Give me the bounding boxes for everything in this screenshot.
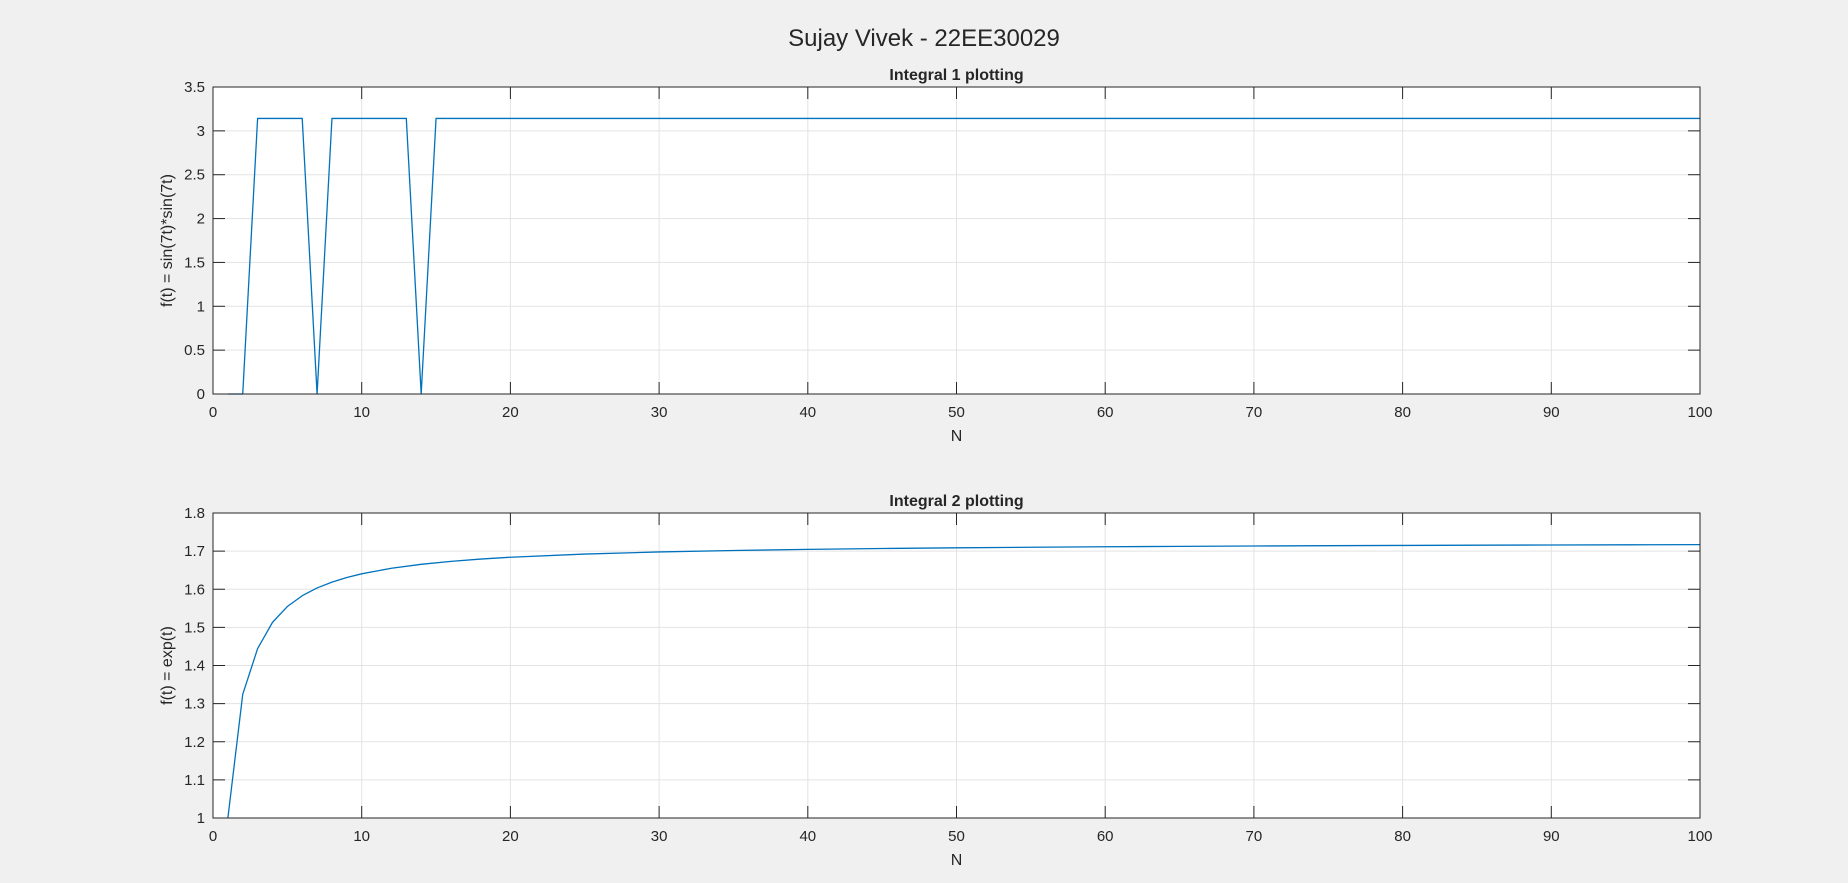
y-tick-label: 2 bbox=[197, 211, 205, 228]
chart-title: Integral 2 plotting bbox=[889, 493, 1023, 510]
y-tick-label: 1.7 bbox=[184, 543, 205, 560]
series-line-0 bbox=[227, 117, 1700, 395]
figure-suptitle: Sujay Vivek - 22EE30029 bbox=[788, 25, 1060, 52]
chart-title: Integral 1 plotting bbox=[889, 67, 1023, 84]
y-tick-label: 1.2 bbox=[184, 734, 205, 751]
x-tick-label: 30 bbox=[651, 404, 668, 421]
y-tick-label: 3.5 bbox=[184, 79, 205, 96]
x-tick-label: 80 bbox=[1394, 404, 1411, 421]
x-tick-label: 100 bbox=[1687, 828, 1712, 845]
x-tick-label: 70 bbox=[1246, 404, 1263, 421]
x-tick-label: 20 bbox=[502, 828, 519, 845]
x-tick-label: 70 bbox=[1246, 828, 1263, 845]
y-tick-label: 3 bbox=[197, 123, 205, 140]
x-axis-label: N bbox=[951, 852, 963, 869]
y-tick-label: 2.5 bbox=[184, 167, 205, 184]
y-axis-label: f(t) = sin(7t)*sin(7t) bbox=[159, 174, 176, 307]
x-tick-label: 80 bbox=[1394, 828, 1411, 845]
subplot-integral-1: 0 10 20 30 40 50 60 70 80 90 100 0 0.5 1 1.5 2 2.5 3 3.5 In… bbox=[159, 67, 1713, 445]
y-tick-label: 1.3 bbox=[184, 696, 205, 713]
x-tick-label: 40 bbox=[799, 404, 816, 421]
subplot-integral-2: 0 10 20 30 40 50 60 70 80 90 100 1 1.1 1.2 1.3 1.4 1.5 1.… bbox=[159, 493, 1713, 869]
series-line-0 bbox=[227, 543, 1701, 819]
x-tick-label: 90 bbox=[1543, 404, 1560, 421]
y-tick-label: 1.5 bbox=[184, 619, 205, 636]
x-tick-label: 60 bbox=[1097, 828, 1114, 845]
y-tick-label: 1 bbox=[197, 298, 205, 315]
x-tick-label: 40 bbox=[799, 828, 816, 845]
y-axis-label: f(t) = exp(t) bbox=[159, 626, 176, 705]
y-tick-label: 1.5 bbox=[184, 254, 205, 271]
x-tick-label: 20 bbox=[502, 404, 519, 421]
x-tick-label: 100 bbox=[1687, 404, 1712, 421]
x-tick-label: 50 bbox=[948, 404, 965, 421]
y-tick-label: 0 bbox=[197, 386, 205, 403]
x-tick-label: 90 bbox=[1543, 828, 1560, 845]
y-tick-label: 1.1 bbox=[184, 772, 205, 789]
y-tick-label: 0.5 bbox=[184, 342, 205, 359]
x-tick-label: 0 bbox=[209, 828, 217, 845]
x-tick-label: 0 bbox=[209, 404, 217, 421]
x-tick-label: 10 bbox=[353, 828, 370, 845]
x-tick-label: 50 bbox=[948, 828, 965, 845]
x-tick-label: 30 bbox=[651, 828, 668, 845]
x-tick-label: 60 bbox=[1097, 404, 1114, 421]
y-tick-label: 1 bbox=[197, 810, 205, 827]
y-tick-label: 1.6 bbox=[184, 581, 205, 598]
x-tick-label: 10 bbox=[353, 404, 370, 421]
y-tick-label: 1.8 bbox=[184, 505, 205, 522]
y-tick-label: 1.4 bbox=[184, 658, 205, 675]
x-axis-label: N bbox=[951, 428, 963, 445]
